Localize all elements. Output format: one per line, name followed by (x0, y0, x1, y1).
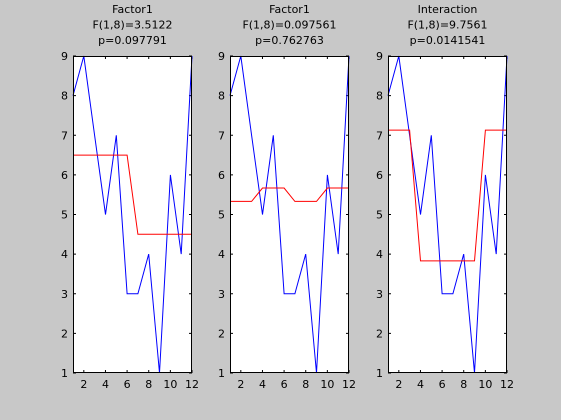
x-tick-label: 4 (102, 378, 109, 391)
x-tick-label: 2 (395, 378, 402, 391)
y-tick-label: 9 (218, 50, 225, 63)
chart-title-line: Factor1 (112, 3, 153, 16)
y-tick-label: 6 (61, 169, 68, 182)
y-tick-label: 1 (376, 367, 383, 380)
data-series-line (387, 55, 508, 374)
y-tick-label: 2 (218, 327, 225, 340)
y-tick-label: 5 (61, 209, 68, 222)
axes-frame (388, 56, 507, 373)
chart-title-line: p=0.097791 (98, 34, 167, 47)
x-tick-label: 8 (145, 378, 152, 391)
x-tick-label: 4 (259, 378, 266, 391)
y-tick-label: 1 (61, 367, 68, 380)
fitted-series-line (230, 187, 349, 202)
fitted-series-line (73, 154, 192, 235)
y-tick-label: 8 (218, 90, 225, 103)
x-tick-label: 10 (320, 378, 334, 391)
y-tick-label: 3 (376, 288, 383, 301)
axes-frame (230, 56, 349, 373)
y-tick-label: 8 (376, 90, 383, 103)
y-tick-label: 4 (218, 248, 225, 261)
chart-title-line: Interaction (418, 3, 478, 16)
chart-panel-3: InteractionF(1,8)=9.7561p=0.014154112345… (376, 3, 514, 391)
chart-title-line: p=0.762763 (255, 34, 324, 47)
chart-panel-2: Factor1F(1,8)=0.097561p=0.76276312345678… (218, 3, 356, 391)
plot-background (73, 56, 192, 373)
y-tick-label: 6 (376, 169, 383, 182)
y-tick-label: 2 (61, 327, 68, 340)
y-tick-label: 1 (218, 367, 225, 380)
y-tick-label: 7 (376, 129, 383, 142)
x-tick-label: 4 (417, 378, 424, 391)
x-tick-label: 12 (342, 378, 356, 391)
chart-title-line: Factor1 (269, 3, 310, 16)
data-series-line (72, 55, 193, 374)
y-tick-label: 8 (61, 90, 68, 103)
y-tick-label: 7 (218, 129, 225, 142)
x-tick-label: 6 (124, 378, 131, 391)
x-tick-label: 10 (163, 378, 177, 391)
chart-panel-1: Factor1F(1,8)=3.5122p=0.0977911234567892… (61, 3, 199, 391)
x-tick-label: 6 (439, 378, 446, 391)
chart-title-line: F(1,8)=3.5122 (92, 19, 172, 32)
chart-title-line: p=0.0141541 (410, 34, 486, 47)
x-tick-label: 10 (478, 378, 492, 391)
x-tick-label: 6 (281, 378, 288, 391)
axes-frame (73, 56, 192, 373)
fitted-series-line (388, 129, 507, 262)
y-tick-label: 3 (218, 288, 225, 301)
y-tick-label: 2 (376, 327, 383, 340)
x-tick-label: 2 (237, 378, 244, 391)
x-tick-label: 2 (80, 378, 87, 391)
y-tick-label: 4 (376, 248, 383, 261)
y-tick-label: 3 (61, 288, 68, 301)
chart-title-line: F(1,8)=0.097561 (242, 19, 336, 32)
y-tick-label: 9 (61, 50, 68, 63)
x-tick-label: 8 (460, 378, 467, 391)
y-tick-label: 5 (376, 209, 383, 222)
x-tick-label: 8 (302, 378, 309, 391)
chart-title-line: F(1,8)=9.7561 (407, 19, 487, 32)
y-tick-label: 6 (218, 169, 225, 182)
y-tick-label: 7 (61, 129, 68, 142)
x-tick-label: 12 (185, 378, 199, 391)
y-tick-label: 9 (376, 50, 383, 63)
plot-background (388, 56, 507, 373)
y-tick-label: 4 (61, 248, 68, 261)
x-tick-label: 12 (500, 378, 514, 391)
plot-background (230, 56, 349, 373)
y-tick-label: 5 (218, 209, 225, 222)
